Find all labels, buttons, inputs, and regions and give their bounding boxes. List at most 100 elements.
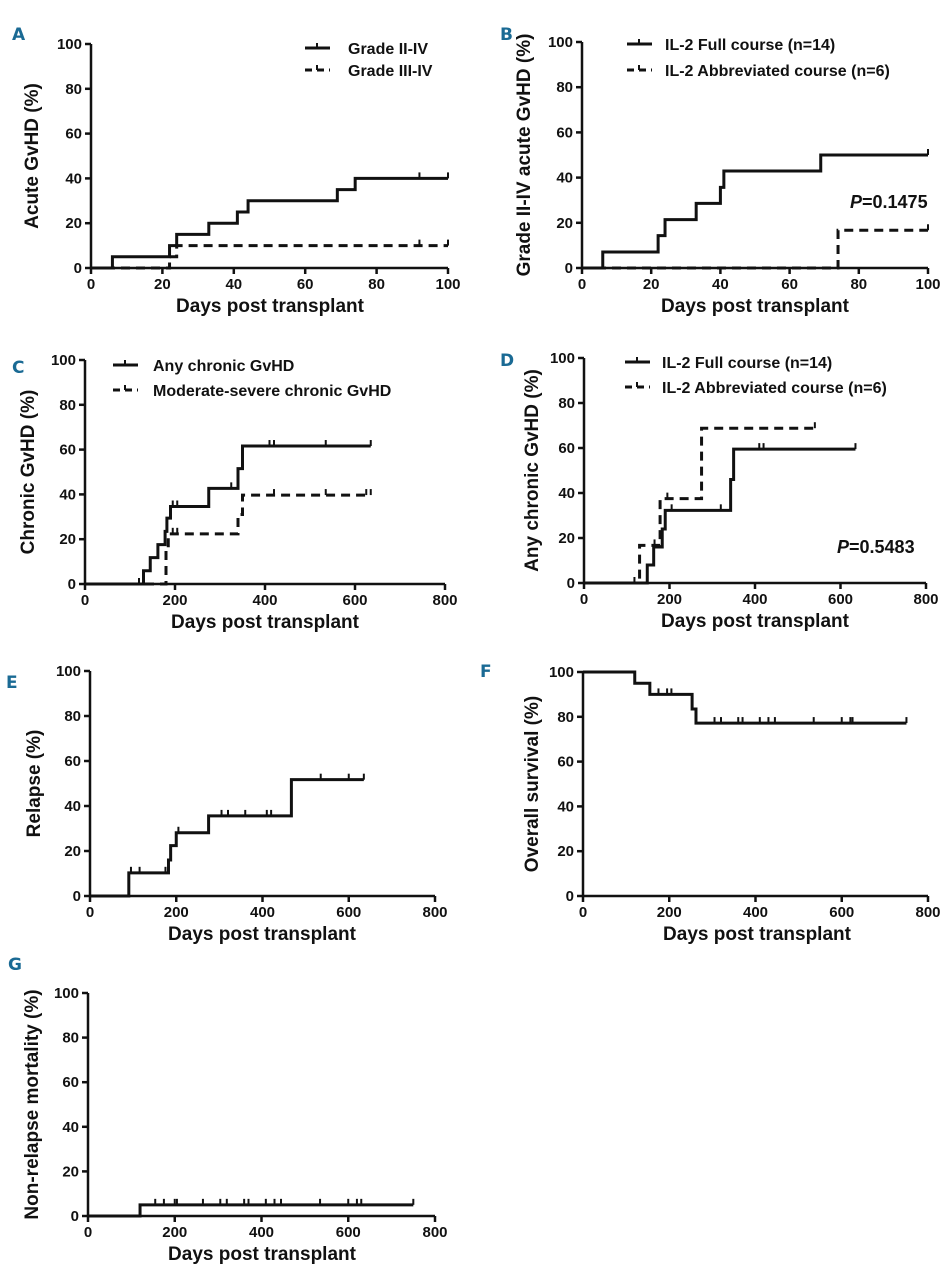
x-tick-label: 400	[249, 1224, 274, 1241]
x-tick-label: 20	[154, 276, 171, 293]
series-line-solid	[583, 670, 907, 725]
y-tick-label: 40	[62, 1119, 79, 1136]
panel-label: B	[500, 25, 513, 45]
panel-label: A	[12, 25, 26, 45]
y-axis-title: Chronic GvHD (%)	[18, 390, 39, 555]
x-axis-title: Days post transplant	[663, 924, 852, 945]
x-tick-label: 20	[643, 276, 660, 293]
x-axis-title: Days post transplant	[171, 612, 360, 633]
legend-label: IL-2 Full course (n=14)	[662, 355, 832, 372]
legend-label: Any chronic GvHD	[153, 358, 294, 375]
x-tick-label: 600	[336, 904, 361, 921]
p-value-annotation: P=0.5483	[837, 537, 915, 557]
panel-label: F	[480, 662, 492, 682]
legend-label: Grade III-IV	[348, 63, 433, 80]
x-tick-label: 40	[712, 276, 729, 293]
x-tick-label: 200	[162, 1224, 187, 1241]
y-tick-label: 20	[59, 531, 76, 548]
y-tick-label: 20	[558, 530, 575, 547]
y-tick-label: 60	[558, 440, 575, 457]
x-tick-label: 200	[164, 904, 189, 921]
y-tick-label: 60	[62, 1074, 79, 1091]
y-axis-title: Relapse (%)	[24, 730, 45, 838]
series-line-dashed	[85, 493, 371, 586]
x-tick-label: 60	[781, 276, 798, 293]
x-tick-label: 600	[828, 591, 853, 608]
y-tick-label: 20	[64, 843, 81, 860]
x-tick-label: 400	[250, 904, 275, 921]
y-tick-label: 0	[68, 576, 76, 593]
x-tick-label: 800	[915, 904, 940, 921]
x-tick-label: 100	[915, 276, 940, 293]
series-line-dashed	[582, 228, 928, 270]
y-axis-title: Overall survival (%)	[522, 696, 543, 872]
series-line-solid	[85, 444, 371, 586]
series-line-solid	[90, 778, 364, 898]
x-tick-label: 40	[225, 276, 242, 293]
y-tick-label: 20	[557, 843, 574, 860]
y-tick-label: 60	[59, 442, 76, 459]
y-tick-label: 40	[65, 170, 82, 187]
x-tick-label: 200	[657, 591, 682, 608]
y-tick-label: 80	[557, 709, 574, 726]
y-tick-label: 40	[59, 486, 76, 503]
y-tick-label: 0	[565, 260, 573, 277]
y-tick-label: 80	[64, 708, 81, 725]
x-tick-label: 80	[850, 276, 867, 293]
x-tick-label: 60	[297, 276, 314, 293]
y-tick-label: 60	[64, 753, 81, 770]
y-axis-title: Acute GvHD (%)	[22, 83, 43, 229]
chart-panel-e: E 0 200 400 600 800 0 20 40 60 80 100 Days post tran…	[6, 663, 448, 945]
series-line-solid	[584, 447, 856, 585]
y-tick-label: 100	[51, 352, 76, 369]
chart-panel-g: G 0 200 400 600 800 0 20 40 60 80 100 Days post tran…	[8, 955, 448, 1265]
y-tick-label: 0	[567, 575, 575, 592]
y-tick-label: 80	[556, 79, 573, 96]
x-axis-title: Days post transplant	[661, 296, 850, 317]
p-value: =0.1475	[862, 192, 928, 212]
x-axis-title: Days post transplant	[661, 611, 850, 632]
x-tick-label: 600	[342, 592, 367, 609]
x-tick-label: 200	[162, 592, 187, 609]
x-axis-title: Days post transplant	[168, 1244, 357, 1265]
x-tick-label: 0	[578, 276, 586, 293]
legend-label: IL-2 Full course (n=14)	[665, 37, 835, 54]
series-line-solid	[88, 1203, 414, 1218]
y-tick-label: 20	[556, 215, 573, 232]
panel-label: C	[12, 358, 24, 378]
x-tick-label: 0	[84, 1224, 92, 1241]
y-tick-label: 0	[566, 888, 574, 905]
legend-label: Moderate-severe chronic GvHD	[153, 383, 391, 400]
x-tick-label: 80	[368, 276, 385, 293]
y-tick-label: 0	[74, 260, 82, 277]
legend-label: Grade II-IV	[348, 41, 428, 58]
panel-label: D	[500, 351, 514, 371]
x-tick-label: 400	[252, 592, 277, 609]
panel-label: G	[8, 955, 22, 975]
y-tick-label: 80	[65, 81, 82, 98]
x-tick-label: 400	[743, 904, 768, 921]
x-tick-label: 800	[422, 904, 447, 921]
y-tick-label: 80	[558, 395, 575, 412]
x-tick-label: 100	[435, 276, 460, 293]
x-tick-label: 0	[81, 592, 89, 609]
chart-panel-c: C 0 200 400 600 800 0 20 40 60 80 100 Days post tran…	[12, 352, 458, 633]
y-tick-label: 100	[56, 663, 81, 680]
x-tick-label: 800	[432, 592, 457, 609]
x-tick-label: 600	[829, 904, 854, 921]
x-tick-label: 0	[87, 276, 95, 293]
y-tick-label: 20	[62, 1163, 79, 1180]
p-label: P	[837, 537, 850, 557]
y-tick-label: 40	[64, 798, 81, 815]
y-tick-label: 100	[54, 985, 79, 1002]
y-axis-title: Any chronic GvHD (%)	[522, 369, 543, 572]
y-tick-label: 40	[557, 798, 574, 815]
legend-label: IL-2 Abbreviated course (n=6)	[662, 380, 887, 397]
y-tick-label: 100	[550, 350, 575, 367]
p-label: P	[850, 192, 863, 212]
y-tick-label: 40	[556, 170, 573, 187]
series-line-dashed	[91, 244, 448, 270]
y-tick-label: 100	[57, 36, 82, 53]
y-tick-label: 0	[73, 888, 81, 905]
